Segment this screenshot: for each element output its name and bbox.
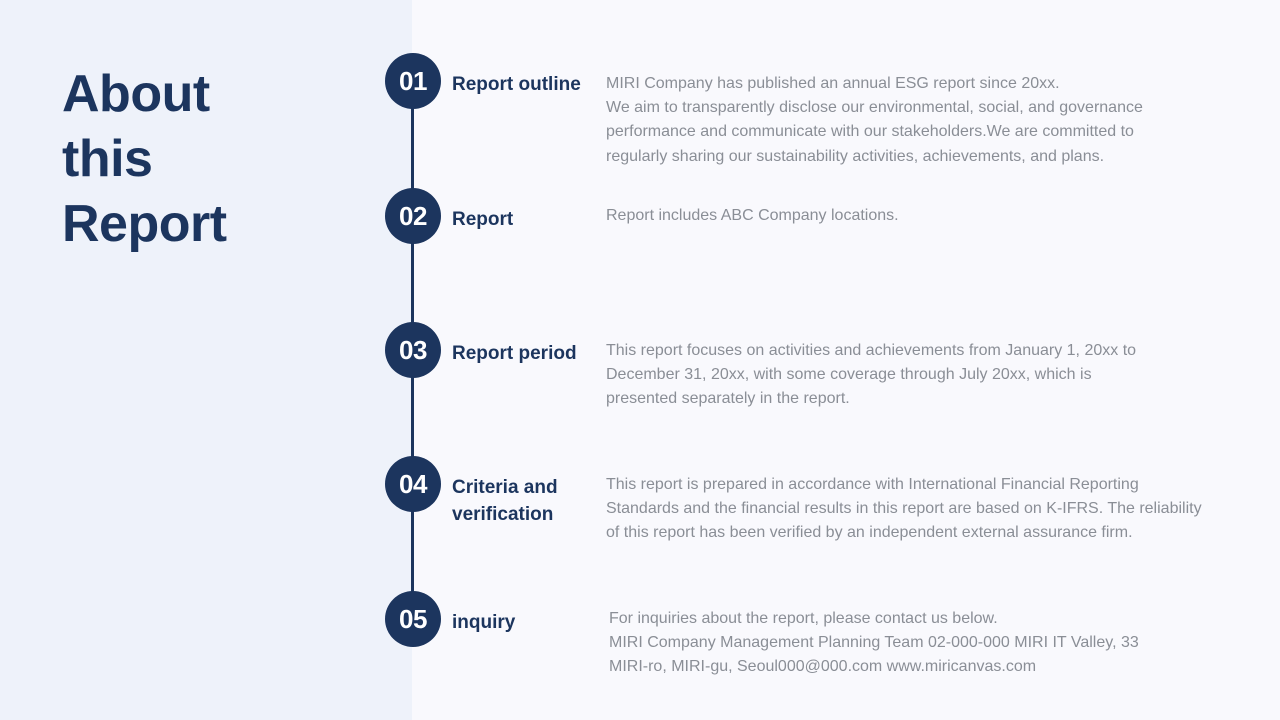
section-body: This report is prepared in accordance wi… <box>606 473 1226 546</box>
section-number-badge: 04 <box>385 456 441 512</box>
section-title: inquiry <box>452 609 602 636</box>
page-title-line: this <box>62 130 153 188</box>
section-body-line: We aim to transparently disclose our env… <box>606 99 1143 117</box>
section-body: This report focuses on activities and ac… <box>606 339 1226 412</box>
section-body-line: Standards and the financial results in t… <box>606 500 1202 518</box>
section-body-line: This report focuses on activities and ac… <box>606 342 1137 359</box>
section-body: Report includes ABC Company locations. <box>606 204 1226 228</box>
section-title: Report outline <box>452 71 602 98</box>
section-body-line: MIRI-ro, MIRI-gu, Seoul000@000.com www.m… <box>609 658 1037 676</box>
section-title: Criteria and verification <box>452 474 602 528</box>
section-body-line: Report includes ABC Company locations. <box>606 207 899 224</box>
section-body: MIRI Company has published an annual ESG… <box>606 72 1226 169</box>
section-title-line: Criteria and <box>452 477 558 498</box>
section-title: Report <box>452 206 602 233</box>
section-body-line: December 31, 20xx, with some coverage th… <box>606 366 1092 384</box>
section-title-line: verification <box>452 504 554 525</box>
left-panel <box>0 0 412 720</box>
section-body-line: regularly sharing our sustainability act… <box>606 147 1105 165</box>
section-number-badge: 03 <box>385 322 441 378</box>
page-title-line: About <box>62 65 210 123</box>
section-body: For inquiries about the report, please c… <box>609 607 1229 680</box>
section-title-line: Report outline <box>452 74 581 95</box>
section-title-line: Report <box>452 209 514 230</box>
section-body-line: This report is prepared in accordance wi… <box>606 476 1139 493</box>
section-title-line: inquiry <box>452 612 516 633</box>
section-title: Report period <box>452 340 602 367</box>
section-number-badge: 05 <box>385 591 441 647</box>
section-title-line: Report period <box>452 343 577 364</box>
page-title-line: Report <box>62 195 227 253</box>
section-body-line: MIRI Company has published an annual ESG… <box>606 75 1060 92</box>
section-body-line: of this report has been verified by an i… <box>606 524 1133 542</box>
page-title: About this Report <box>62 62 227 257</box>
section-number-badge: 01 <box>385 53 441 109</box>
section-body-line: performance and communicate with our sta… <box>606 123 1134 141</box>
section-body-line: presented separately in the report. <box>606 390 850 408</box>
section-body-line: For inquiries about the report, please c… <box>609 610 998 627</box>
section-number-badge: 02 <box>385 188 441 244</box>
section-body-line: MIRI Company Management Planning Team 02… <box>609 634 1139 652</box>
right-panel <box>412 0 1280 720</box>
